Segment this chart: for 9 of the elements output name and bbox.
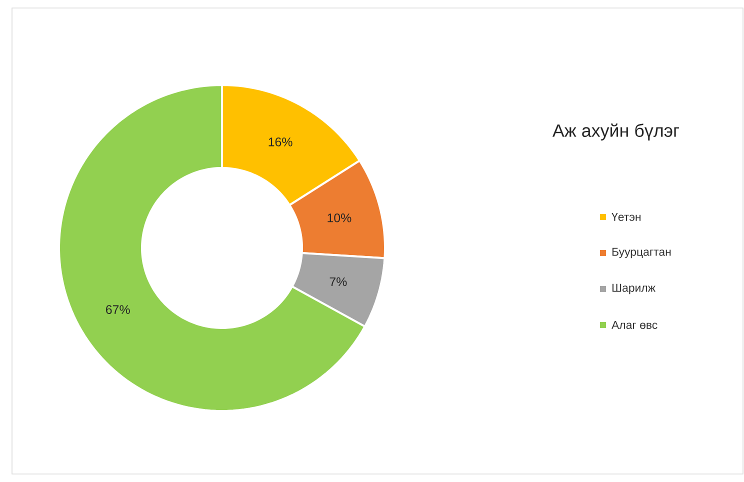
legend-label: Шарилж	[612, 284, 656, 294]
legend-label: Алаг өвс	[612, 320, 658, 329]
legend-label: Буурцагтан	[612, 248, 671, 258]
text: Аж ахуйн бүлэг	[552, 123, 680, 140]
legend-label: Үетэн	[612, 213, 641, 221]
data-label: 10%	[328, 214, 352, 222]
data-label: 67%	[106, 305, 130, 314]
data-label: 16%	[268, 138, 292, 146]
data-label: 7%	[330, 277, 347, 286]
